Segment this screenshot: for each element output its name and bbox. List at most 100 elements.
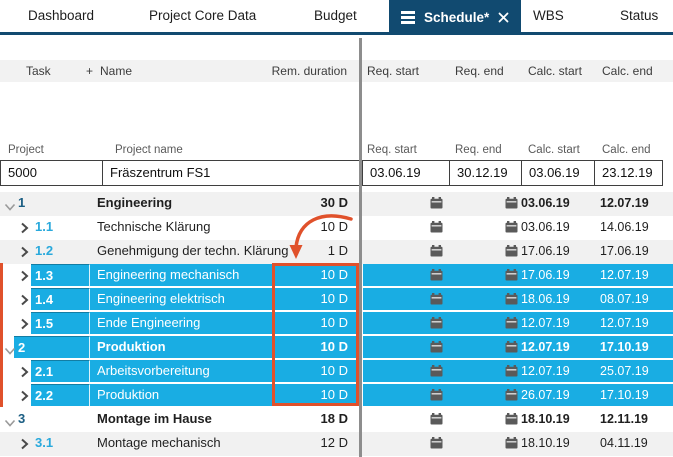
req-end-calendar-icon[interactable] <box>505 413 518 428</box>
req-start-calendar-icon[interactable] <box>430 341 443 356</box>
task-name-cell[interactable]: Engineering elektrisch <box>97 291 225 306</box>
add-column-button[interactable]: + <box>86 64 94 78</box>
task-number-cell[interactable]: 2.2 <box>31 384 90 406</box>
table-row[interactable]: 1.4 Engineering elektrisch 10 D 18.06.19… <box>0 288 673 312</box>
expand-chevron-icon[interactable] <box>20 294 29 309</box>
req-start-calendar-icon[interactable] <box>430 389 443 404</box>
table-row[interactable]: 1.2 Genehmigung der techn. Klärung 1 D 1… <box>0 240 673 264</box>
table-row[interactable]: 1.3 Engineering mechanisch 10 D 17.06.19… <box>0 264 673 288</box>
tab-status[interactable]: Status <box>620 8 659 23</box>
calc-end-cell[interactable]: 04.11.19 <box>600 436 648 450</box>
task-name-cell[interactable]: Technische Klärung <box>97 219 211 234</box>
calc-start-cell[interactable]: 18.06.19 <box>521 292 570 306</box>
calc-start-cell[interactable]: 12.07.19 <box>521 316 570 330</box>
req-end-calendar-icon[interactable] <box>505 269 518 284</box>
calc-end-cell[interactable]: 12.07.19 <box>600 268 649 282</box>
column-task[interactable]: Task <box>26 64 51 78</box>
task-number-cell[interactable]: 1.3 <box>31 264 90 286</box>
req-start-calendar-icon[interactable] <box>430 317 443 332</box>
req-end-calendar-icon[interactable] <box>505 437 518 452</box>
expand-chevron-icon[interactable] <box>4 344 16 359</box>
table-row[interactable]: 2.1 Arbeitsvorbereitung 10 D 12.07.19 25… <box>0 360 673 384</box>
expand-chevron-icon[interactable] <box>20 246 29 261</box>
table-row[interactable]: 1 Engineering 30 D 03.06.19 12.07.19 <box>0 192 673 216</box>
task-number-cell[interactable]: 2 <box>14 336 90 358</box>
rem-duration-cell[interactable]: 10 D <box>320 291 348 306</box>
req-start-calendar-icon[interactable] <box>430 437 443 452</box>
rem-duration-cell[interactable]: 10 D <box>320 363 348 378</box>
rem-duration-cell[interactable]: 12 D <box>320 435 348 450</box>
task-name-cell[interactable]: Engineering mechanisch <box>97 267 240 282</box>
menu-icon[interactable] <box>401 11 415 24</box>
task-number-cell[interactable]: 1.5 <box>31 312 90 334</box>
rem-duration-cell[interactable]: 10 D <box>320 267 348 282</box>
table-row[interactable]: 3 Montage im Hause 18 D 18.10.19 12.11.1… <box>0 408 673 432</box>
task-name-cell[interactable]: Genehmigung der techn. Klärung <box>97 243 289 258</box>
task-number-cell[interactable]: 3.1 <box>35 435 54 450</box>
rem-duration-cell[interactable]: 18 D <box>320 411 348 426</box>
rem-duration-cell[interactable]: 10 D <box>320 339 348 354</box>
calc-end-cell[interactable]: 17.10.19 <box>600 340 649 354</box>
req-start-calendar-icon[interactable] <box>430 269 443 284</box>
panel-divider[interactable] <box>359 38 362 457</box>
calc-start-cell[interactable]: 03.06.19 <box>521 196 570 210</box>
req-start-calendar-icon[interactable] <box>430 245 443 260</box>
req-start-calendar-icon[interactable] <box>430 221 443 236</box>
calc-start-cell[interactable]: 17.06.19 <box>521 244 570 258</box>
task-name-cell[interactable]: Montage mechanisch <box>97 435 221 450</box>
expand-chevron-icon[interactable] <box>4 200 16 215</box>
task-number-cell[interactable]: 1.2 <box>35 243 54 258</box>
expand-chevron-icon[interactable] <box>20 366 29 381</box>
column-rem-duration[interactable]: Rem. duration <box>271 64 347 78</box>
expand-chevron-icon[interactable] <box>20 318 29 333</box>
project-name-field[interactable]: Fräszentrum FS1 <box>103 160 360 186</box>
req-end-calendar-icon[interactable] <box>505 341 518 356</box>
project-calc-start-field[interactable]: 03.06.19 <box>522 160 595 186</box>
project-id-field[interactable]: 5000 <box>0 160 103 186</box>
tab-dashboard[interactable]: Dashboard <box>28 8 95 23</box>
rem-duration-cell[interactable]: 30 D <box>320 195 348 210</box>
calc-end-cell[interactable]: 12.11.19 <box>600 412 648 426</box>
calc-end-cell[interactable]: 14.06.19 <box>600 220 649 234</box>
tab-wbs[interactable]: WBS <box>533 8 564 23</box>
column-req-start[interactable]: Req. start <box>367 64 420 78</box>
req-end-calendar-icon[interactable] <box>505 293 518 308</box>
task-number-cell[interactable]: 3 <box>18 411 26 426</box>
column-calc-start[interactable]: Calc. start <box>528 64 583 78</box>
project-calc-end-field[interactable]: 23.12.19 <box>595 160 663 186</box>
task-name-cell[interactable]: Ende Engineering <box>97 315 201 330</box>
calc-start-cell[interactable]: 03.06.19 <box>521 220 570 234</box>
calc-end-cell[interactable]: 12.07.19 <box>600 196 649 210</box>
tab-project-core-data[interactable]: Project Core Data <box>149 8 257 23</box>
req-start-calendar-icon[interactable] <box>430 365 443 380</box>
calc-start-cell[interactable]: 18.10.19 <box>521 412 570 426</box>
req-end-calendar-icon[interactable] <box>505 221 518 236</box>
tab-budget[interactable]: Budget <box>314 8 357 23</box>
rem-duration-cell[interactable]: 10 D <box>320 219 348 234</box>
expand-chevron-icon[interactable] <box>20 270 29 285</box>
rem-duration-cell[interactable]: 10 D <box>320 387 348 402</box>
table-row[interactable]: 2.2 Produktion 10 D 26.07.19 17.10.19 <box>0 384 673 408</box>
table-row[interactable]: 3.1 Montage mechanisch 12 D 18.10.19 04.… <box>0 432 673 456</box>
req-end-calendar-icon[interactable] <box>505 197 518 212</box>
task-number-cell[interactable]: 1 <box>18 195 26 210</box>
req-end-calendar-icon[interactable] <box>505 389 518 404</box>
task-number-cell[interactable]: 2.1 <box>31 360 90 382</box>
req-start-calendar-icon[interactable] <box>430 413 443 428</box>
rem-duration-cell[interactable]: 10 D <box>320 315 348 330</box>
expand-chevron-icon[interactable] <box>20 222 29 237</box>
calc-start-cell[interactable]: 12.07.19 <box>521 340 570 354</box>
calc-start-cell[interactable]: 26.07.19 <box>521 388 570 402</box>
expand-chevron-icon[interactable] <box>4 416 16 431</box>
column-name[interactable]: Name <box>100 64 133 78</box>
task-name-cell[interactable]: Engineering <box>97 195 173 210</box>
calc-start-cell[interactable]: 12.07.19 <box>521 364 570 378</box>
calc-end-cell[interactable]: 17.10.19 <box>600 388 649 402</box>
req-end-calendar-icon[interactable] <box>505 245 518 260</box>
close-icon[interactable] <box>498 12 509 23</box>
calc-end-cell[interactable]: 17.06.19 <box>600 244 649 258</box>
column-calc-end[interactable]: Calc. end <box>602 64 653 78</box>
calc-start-cell[interactable]: 17.06.19 <box>521 268 570 282</box>
req-start-calendar-icon[interactable] <box>430 293 443 308</box>
project-req-end-field[interactable]: 30.12.19 <box>450 160 522 186</box>
